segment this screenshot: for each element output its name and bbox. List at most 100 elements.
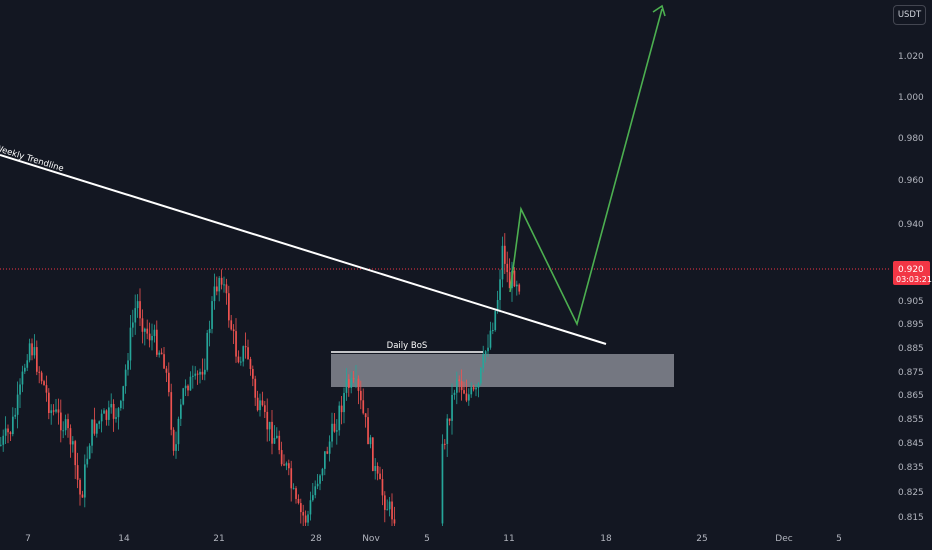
candle <box>103 408 105 414</box>
candle <box>141 309 144 344</box>
candle <box>237 350 240 364</box>
candle <box>194 366 197 380</box>
candle <box>96 423 98 438</box>
price-tick-label: 1.000 <box>898 93 924 103</box>
candle <box>295 486 297 504</box>
candle <box>189 371 192 391</box>
candle <box>9 431 12 442</box>
candle <box>172 427 175 456</box>
currency-button[interactable]: USDT <box>893 5 926 25</box>
weekly-trendline[interactable] <box>0 154 607 345</box>
candle <box>0 436 2 447</box>
candle <box>288 459 290 476</box>
candle <box>357 375 360 405</box>
candle <box>187 384 189 397</box>
time-axis[interactable]: 7 14 21 28 Nov 5 11 18 25 Dec 5 <box>25 534 842 544</box>
candle <box>26 354 29 372</box>
candle <box>316 474 319 490</box>
candle <box>81 490 84 498</box>
candle <box>504 233 506 274</box>
candle <box>367 407 369 445</box>
price-tick-label: 0.865 <box>898 391 924 401</box>
candle <box>57 398 60 425</box>
candle <box>230 314 233 331</box>
candle <box>444 439 446 450</box>
price-tick-label: 0.815 <box>898 513 924 523</box>
candle <box>91 419 93 454</box>
candle <box>108 400 110 426</box>
candle <box>36 340 38 376</box>
candle <box>484 350 487 363</box>
candle <box>235 318 237 363</box>
candle <box>40 370 43 385</box>
candle <box>518 283 521 295</box>
candle <box>254 375 257 406</box>
candle <box>14 408 17 420</box>
candle <box>43 379 45 386</box>
candle <box>112 399 115 432</box>
candle <box>124 364 127 394</box>
candle <box>206 329 209 372</box>
candle <box>60 399 62 443</box>
candle <box>127 353 129 376</box>
candle <box>304 510 307 526</box>
candle <box>192 365 194 389</box>
candle <box>204 358 206 381</box>
demand-zone[interactable] <box>331 354 674 387</box>
candle <box>148 322 151 348</box>
candle <box>513 267 516 288</box>
candle <box>228 285 230 328</box>
candle <box>28 338 31 363</box>
time-tick-label: 28 <box>310 534 322 544</box>
candle <box>4 416 7 445</box>
price-tick-label: 1.020 <box>898 52 924 62</box>
candle <box>362 388 365 415</box>
candle <box>494 310 497 332</box>
candle <box>482 345 485 373</box>
price-tick-label: 0.905 <box>898 297 924 307</box>
candle <box>331 412 333 448</box>
candle <box>388 496 391 517</box>
price-tick-label: 0.875 <box>898 368 924 378</box>
candle <box>369 434 372 449</box>
time-tick-label: 5 <box>424 534 430 544</box>
candle <box>324 451 326 476</box>
candle <box>340 395 343 425</box>
candle <box>165 365 168 382</box>
candle <box>477 382 480 398</box>
candle <box>182 387 185 406</box>
candle <box>374 458 377 480</box>
candle <box>16 381 19 429</box>
price-axis[interactable]: 1.020 1.000 0.980 0.960 0.940 0.905 0.895 0.885… <box>898 52 924 523</box>
candle <box>110 393 113 414</box>
candle <box>232 324 235 345</box>
candle <box>180 398 182 427</box>
candle <box>381 469 384 506</box>
candle <box>7 424 9 444</box>
last-price-label: 0.920 03:03:21 <box>893 261 932 285</box>
projection-path[interactable] <box>509 8 663 327</box>
time-tick-label: 14 <box>118 534 130 544</box>
price-tick-label: 0.835 <box>898 463 924 473</box>
candle <box>136 294 139 318</box>
candle <box>465 379 468 403</box>
price-tick-label: 0.980 <box>898 134 924 144</box>
candle <box>153 324 156 343</box>
time-tick-label: Dec <box>775 534 792 544</box>
time-tick-label: 5 <box>836 534 842 544</box>
candle <box>45 375 48 402</box>
candle <box>175 431 177 459</box>
candle <box>213 273 216 310</box>
candle <box>259 393 261 417</box>
price-tick-label: 0.940 <box>898 220 924 230</box>
candle <box>52 404 55 416</box>
candle <box>326 446 329 455</box>
candle <box>24 363 26 374</box>
candle <box>458 375 461 393</box>
candle <box>225 278 228 305</box>
candle <box>261 391 264 407</box>
candle <box>309 491 312 521</box>
candle <box>146 319 149 340</box>
